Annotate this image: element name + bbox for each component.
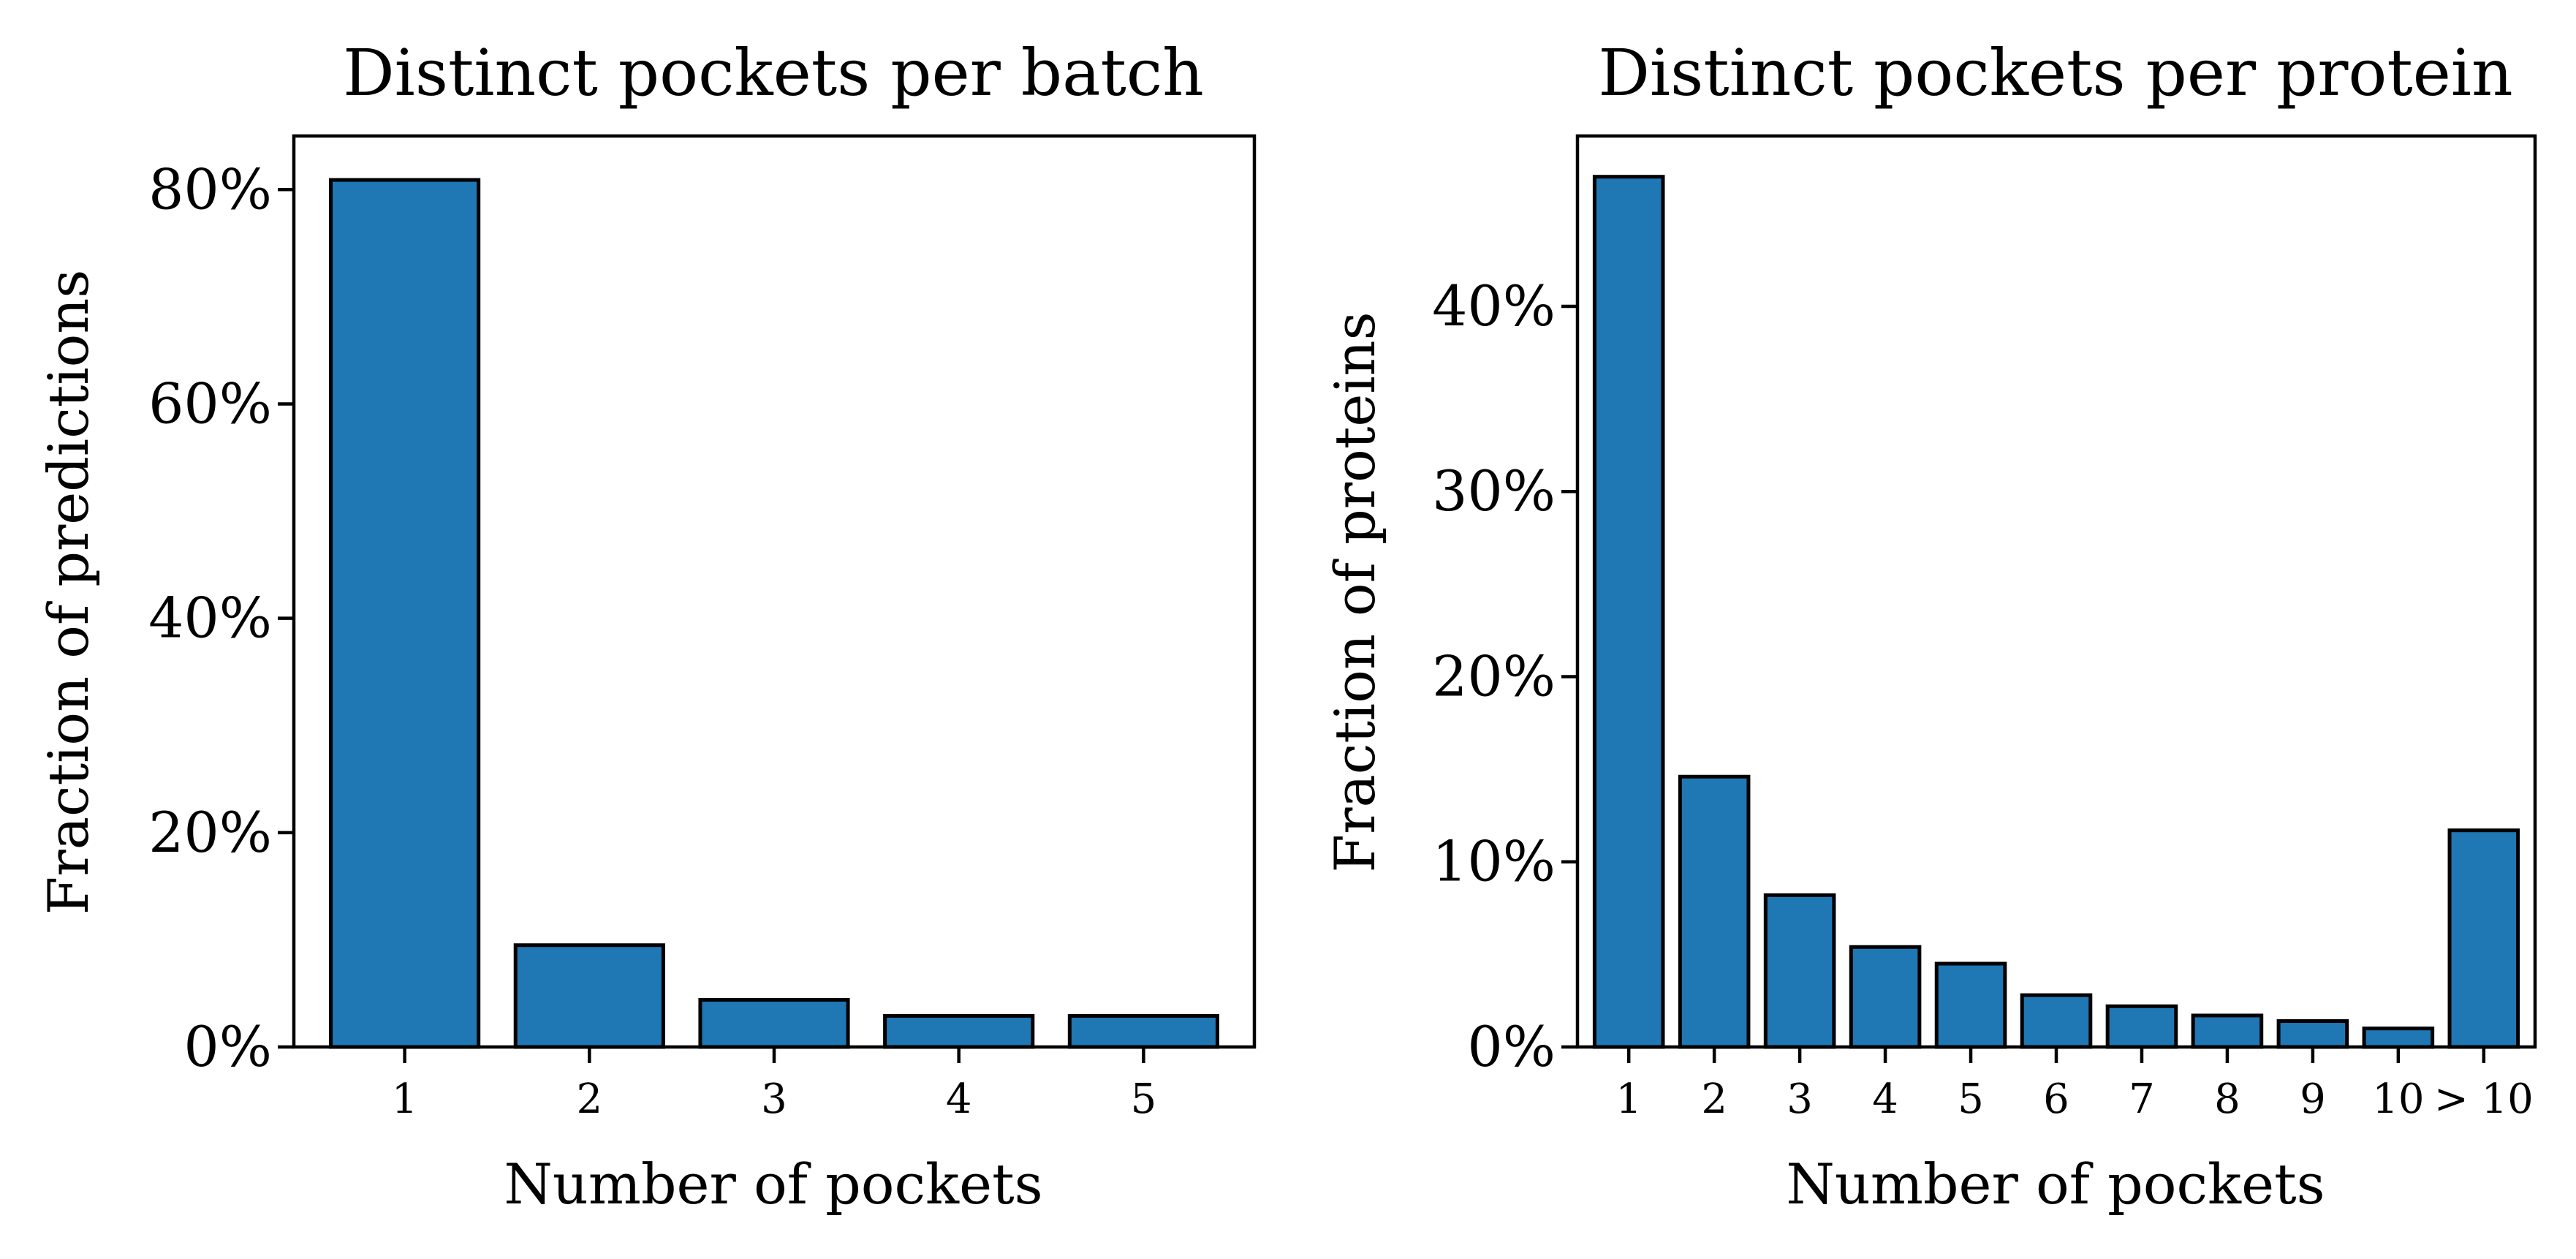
chart-pockets-per-protein: Distinct pockets per protein Fraction of… xyxy=(1322,35,2537,1217)
x-tick-label: 4 xyxy=(946,1075,972,1123)
x-tick-label: 1 xyxy=(1615,1075,1642,1123)
x-tick-label: 3 xyxy=(761,1075,787,1123)
x-tick-label: 5 xyxy=(1958,1075,1984,1123)
y-tick-label: 0% xyxy=(1467,1014,1556,1079)
y-axis-label: Fraction of proteins xyxy=(1322,311,1387,872)
x-axis-ticks: 1 2 3 4 5 xyxy=(392,1047,1156,1123)
bar-5 xyxy=(1067,1013,1219,1049)
y-axis-ticks: 0% 10% 20% 30% 40% xyxy=(1432,273,1577,1079)
bar-3 xyxy=(1763,893,1836,1049)
y-tick-label: 10% xyxy=(1432,829,1556,894)
x-axis-label: Number of pockets xyxy=(504,1152,1042,1217)
bar-3 xyxy=(698,998,850,1049)
y-tick-label: 20% xyxy=(148,800,272,865)
y-axis-label: Fraction of predictions xyxy=(36,270,101,915)
x-axis-label: Number of pockets xyxy=(1786,1152,2325,1217)
bar-1 xyxy=(329,178,481,1049)
chart-pockets-per-batch: Distinct pockets per batch Fraction of p… xyxy=(36,35,1257,1217)
x-tick-label: 8 xyxy=(2214,1075,2240,1123)
bar-7 xyxy=(2105,1004,2178,1049)
bar-group xyxy=(1592,175,2520,1049)
x-tick-label: 7 xyxy=(2129,1075,2155,1123)
bar-10 xyxy=(2362,1027,2435,1049)
plot-frame xyxy=(292,134,1257,1049)
x-tick-label: 1 xyxy=(392,1075,418,1123)
x-tick-label: 10 xyxy=(2372,1075,2424,1123)
y-tick-label: 20% xyxy=(1432,643,1556,708)
y-tick-label: 0% xyxy=(183,1014,272,1079)
x-tick-label: 3 xyxy=(1787,1075,1813,1123)
y-tick-label: 30% xyxy=(1432,458,1556,523)
x-tick-label: 4 xyxy=(1872,1075,1898,1123)
bar-4 xyxy=(883,1013,1035,1049)
bar-5 xyxy=(1934,961,2007,1049)
y-tick-label: 40% xyxy=(148,586,272,651)
bar-9 xyxy=(2276,1019,2349,1049)
bar-1 xyxy=(1592,175,1665,1049)
x-tick-label: 9 xyxy=(2300,1075,2326,1123)
plot-frame xyxy=(1575,134,2537,1049)
y-tick-label: 80% xyxy=(148,156,272,222)
bar-group xyxy=(329,178,1219,1049)
x-axis-ticks: 1 2 3 4 5 6 7 8 9 10 > 10 xyxy=(1615,1047,2534,1123)
x-tick-label: 5 xyxy=(1131,1075,1157,1123)
bar-4 xyxy=(1849,945,1922,1049)
bar-6 xyxy=(2020,993,2093,1049)
bar-8 xyxy=(2191,1013,2264,1049)
bar-10 xyxy=(2447,828,2520,1049)
y-tick-label: 40% xyxy=(1432,273,1556,339)
chart-title: Distinct pockets per protein xyxy=(1598,35,2512,110)
x-tick-label: 2 xyxy=(576,1075,602,1123)
x-tick-label: 2 xyxy=(1701,1075,1727,1123)
y-axis-ticks: 0% 20% 40% 60% 80% xyxy=(148,156,294,1079)
y-tick-label: 60% xyxy=(148,371,272,436)
bar-2 xyxy=(1678,774,1751,1049)
chart-title: Distinct pockets per batch xyxy=(343,35,1204,110)
x-tick-label: 6 xyxy=(2043,1075,2069,1123)
x-tick-label: > 10 xyxy=(2434,1075,2534,1123)
bar-2 xyxy=(513,943,665,1049)
